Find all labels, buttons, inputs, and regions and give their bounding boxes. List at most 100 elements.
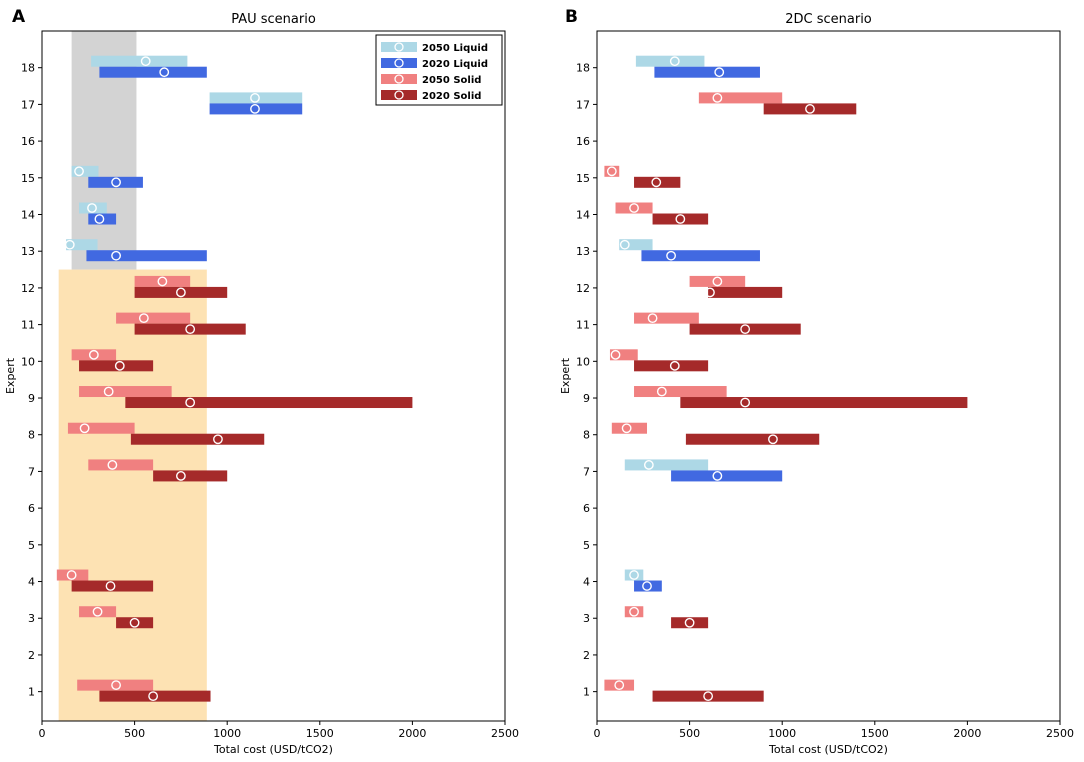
bar-expert-11-solid2020 <box>689 323 801 335</box>
bar-expert-13-liquid2050 <box>66 239 98 251</box>
plot-area <box>597 31 1060 721</box>
bar-expert-10-solid2050 <box>609 349 638 361</box>
point-expert-10-solid2020 <box>114 360 125 371</box>
y-tick-label: 16 <box>576 135 590 148</box>
x-axis-label: Total cost (USD/tCO2) <box>768 743 888 756</box>
point-expert-15-liquid2050 <box>74 166 84 177</box>
bar-expert-17-liquid2020 <box>209 103 303 115</box>
legend-swatch-liquid2050 <box>381 42 417 52</box>
point-expert-14-solid2020 <box>675 214 686 224</box>
x-tick-label: 1000 <box>213 727 241 740</box>
y-tick-label: 5 <box>28 539 35 552</box>
point-expert-11-solid2050 <box>647 313 658 324</box>
bar-expert-13-liquid2050 <box>619 239 653 251</box>
y-axis-label: Expert <box>4 357 17 394</box>
y-tick-label: 3 <box>28 612 35 625</box>
point-expert-11-solid2020 <box>185 324 196 335</box>
y-tick-label: 7 <box>583 465 590 478</box>
y-tick-label: 4 <box>28 576 35 589</box>
y-tick-label: 10 <box>21 355 35 368</box>
y-tick-label: 5 <box>583 539 590 552</box>
point-expert-15-solid2050 <box>606 166 617 177</box>
bar-expert-18-liquid2020 <box>654 66 760 78</box>
y-tick-label: 9 <box>28 392 35 405</box>
highlight-region <box>58 269 207 721</box>
point-expert-7-solid2050 <box>107 460 118 470</box>
x-tick-label: 1500 <box>861 727 889 740</box>
point-expert-3-solid2020 <box>129 617 140 628</box>
point-expert-14-liquid2020 <box>94 214 105 224</box>
x-tick-label: 500 <box>124 727 145 740</box>
point-expert-13-liquid2020 <box>666 250 676 261</box>
bar-expert-11-solid2050 <box>634 312 699 324</box>
bar-expert-14-liquid2050 <box>79 202 107 214</box>
y-tick-label: 17 <box>21 98 35 111</box>
point-expert-8-solid2020 <box>213 434 223 445</box>
bar-expert-7-solid2020 <box>153 470 228 482</box>
point-expert-10-solid2050 <box>88 349 99 360</box>
legend-marker-liquid2020 <box>394 58 404 68</box>
x-tick-label: 2000 <box>398 727 426 740</box>
y-tick-label: 18 <box>576 62 590 75</box>
point-expert-10-solid2020 <box>669 360 680 371</box>
point-expert-7-liquid2020 <box>712 471 723 481</box>
point-expert-8-solid2020 <box>768 434 778 445</box>
legend-swatch-liquid2020 <box>381 58 417 68</box>
bar-expert-4-solid2020 <box>71 580 154 592</box>
bar-expert-12-solid2020 <box>134 286 228 298</box>
bar-expert-18-liquid2020 <box>99 66 207 78</box>
bar-expert-17-solid2050 <box>698 92 783 104</box>
y-tick-label: 6 <box>28 502 35 515</box>
legend-label-solid2020: 2020 Solid <box>422 91 481 102</box>
y-tick-label: 1 <box>583 686 590 699</box>
point-expert-4-solid2050 <box>66 570 77 580</box>
axes-frame <box>596 30 1061 722</box>
y-tick-label: 16 <box>21 135 35 148</box>
point-expert-9-solid2050 <box>656 386 667 397</box>
y-tick-label: 6 <box>583 502 590 515</box>
bar-expert-11-solid2020 <box>134 323 246 335</box>
point-expert-17-solid2050 <box>712 93 723 103</box>
point-expert-17-liquid2050 <box>250 93 260 103</box>
x-tick-label: 0 <box>39 727 46 740</box>
bar-expert-17-liquid2050 <box>209 92 303 104</box>
point-expert-9-solid2020 <box>740 397 751 408</box>
point-expert-15-liquid2020 <box>111 177 121 188</box>
bar-expert-13-liquid2020 <box>86 250 207 262</box>
y-tick-label: 13 <box>21 245 35 258</box>
x-tick-label: 0 <box>594 727 601 740</box>
bar-expert-4-liquid2050 <box>624 569 644 581</box>
y-tick-label: 9 <box>583 392 590 405</box>
y-tick-label: 8 <box>28 429 35 442</box>
y-tick-label: 15 <box>21 172 35 185</box>
bar-expert-17-solid2020 <box>763 103 857 115</box>
bar-expert-9-solid2020 <box>680 397 968 409</box>
bar-expert-15-liquid2020 <box>88 176 143 188</box>
x-tick-label: 2500 <box>1046 727 1074 740</box>
chart-title: 2DC scenario <box>785 12 872 27</box>
legend-marker-solid2050 <box>394 74 404 84</box>
bar-expert-9-solid2020 <box>125 397 413 409</box>
legend-label-liquid2020: 2020 Liquid <box>422 59 488 70</box>
point-expert-4-liquid2050 <box>629 570 639 580</box>
axes-frame <box>41 30 506 722</box>
bar-expert-7-liquid2050 <box>624 459 709 471</box>
y-tick-label: 2 <box>28 649 35 662</box>
point-expert-18-liquid2020 <box>714 67 725 78</box>
panel-letter: B <box>565 7 578 27</box>
legend-marker-solid2020 <box>394 90 404 100</box>
point-expert-3-solid2020 <box>684 617 695 628</box>
point-expert-11-solid2020 <box>740 324 751 335</box>
bar-expert-4-solid2050 <box>56 569 89 581</box>
y-tick-label: 7 <box>28 465 35 478</box>
point-expert-7-solid2020 <box>175 471 186 481</box>
point-expert-12-solid2020 <box>175 287 186 298</box>
bar-expert-14-solid2020 <box>652 213 709 225</box>
x-axis-label: Total cost (USD/tCO2) <box>213 743 333 756</box>
bar-expert-3-solid2050 <box>79 606 117 618</box>
y-tick-label: 11 <box>21 319 35 332</box>
y-tick-label: 2 <box>583 649 590 662</box>
point-expert-15-solid2020 <box>651 177 662 188</box>
bar-expert-12-solid2020 <box>708 286 783 298</box>
